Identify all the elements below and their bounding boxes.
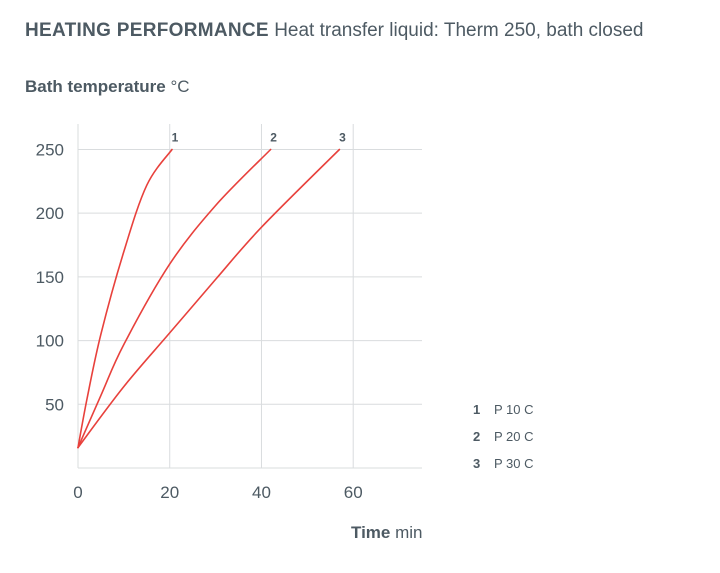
x-tick-label: 60 bbox=[344, 483, 363, 502]
y-tick-label: 100 bbox=[36, 332, 64, 351]
curve-label-2: 2 bbox=[270, 130, 277, 144]
x-axis-unit: min bbox=[395, 523, 423, 542]
legend: 1 P 10 C 2 P 20 C 3 P 30 C bbox=[473, 402, 534, 483]
legend-label: P 10 C bbox=[494, 402, 534, 417]
legend-entry-3: 3 P 30 C bbox=[473, 456, 534, 483]
grid-layer bbox=[77, 124, 422, 469]
chart-title: HEATING PERFORMANCE Heat transfer liquid… bbox=[25, 20, 643, 42]
tick-layer: 50 100 150 200 250 0 20 40 60 bbox=[36, 140, 363, 502]
y-tick-label: 200 bbox=[36, 204, 64, 223]
chart-title-bold: HEATING PERFORMANCE bbox=[25, 20, 269, 41]
legend-number: 3 bbox=[473, 456, 481, 471]
curve-label-layer: 1 2 3 bbox=[172, 130, 346, 144]
y-axis-label: Bath temperature °C bbox=[25, 77, 190, 97]
chart-subtitle: Heat transfer liquid: Therm 250, bath cl… bbox=[274, 20, 644, 41]
y-tick-label: 150 bbox=[36, 268, 64, 287]
x-tick-label: 20 bbox=[160, 483, 179, 502]
x-axis-label: Time min bbox=[351, 523, 423, 543]
series-layer bbox=[77, 148, 341, 449]
legend-number: 1 bbox=[473, 402, 481, 417]
legend-number: 2 bbox=[473, 429, 481, 444]
series-line-3 bbox=[77, 148, 341, 449]
y-axis-label-text: Bath temperature bbox=[25, 77, 166, 96]
y-tick-label: 50 bbox=[45, 395, 64, 414]
x-tick-label: 40 bbox=[252, 483, 271, 502]
y-tick-label: 250 bbox=[36, 140, 64, 159]
curve-label-3: 3 bbox=[339, 130, 346, 144]
y-axis-unit: °C bbox=[170, 77, 190, 96]
x-tick-label: 0 bbox=[73, 483, 82, 502]
curve-label-1: 1 bbox=[172, 130, 179, 144]
legend-entry-2: 2 P 20 C bbox=[473, 429, 534, 456]
x-axis-label-text: Time bbox=[351, 523, 391, 542]
series-line-1 bbox=[77, 148, 173, 449]
legend-label: P 30 C bbox=[494, 456, 534, 471]
legend-entry-1: 1 P 10 C bbox=[473, 402, 534, 429]
series-line-2 bbox=[77, 148, 272, 449]
legend-label: P 20 C bbox=[494, 429, 534, 444]
